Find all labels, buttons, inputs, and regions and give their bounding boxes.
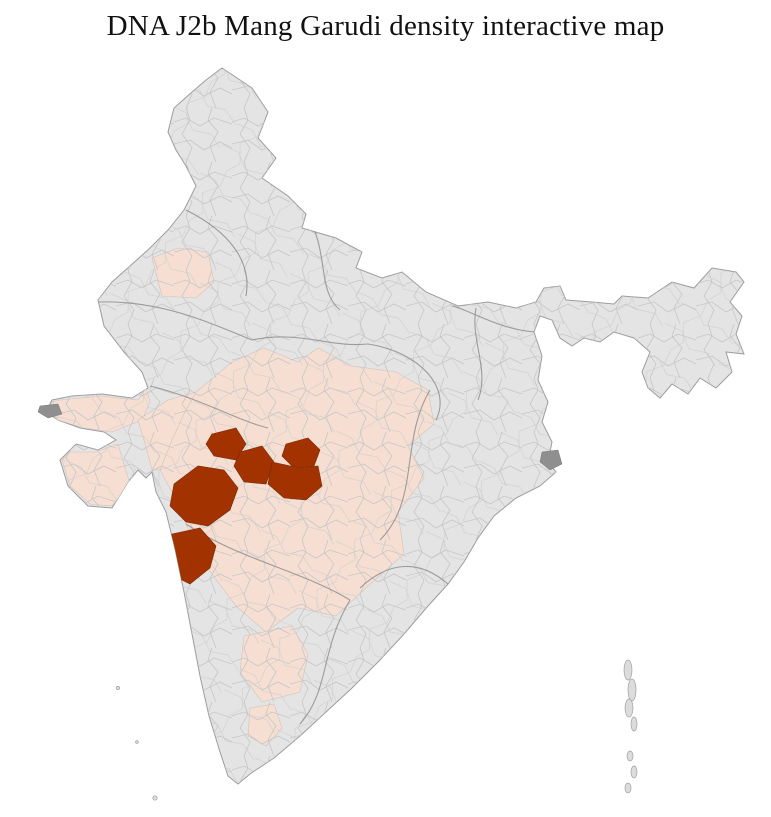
- island[interactable]: [135, 740, 139, 744]
- dark-gray-district[interactable]: [539, 449, 563, 471]
- island[interactable]: [630, 765, 638, 779]
- island[interactable]: [623, 659, 633, 681]
- island[interactable]: [624, 782, 632, 794]
- high-density-district[interactable]: [281, 437, 321, 469]
- high-density-district[interactable]: [169, 465, 239, 527]
- state-boundaries: [97, 209, 537, 725]
- island[interactable]: [630, 716, 638, 732]
- island[interactable]: [627, 678, 637, 702]
- island[interactable]: [116, 686, 120, 690]
- high-density-regions[interactable]: [159, 427, 323, 585]
- district-boundaries: [46, 68, 744, 784]
- page-title: DNA J2b Mang Garudi density interactive …: [106, 10, 665, 42]
- island[interactable]: [624, 698, 634, 718]
- high-density-district[interactable]: [233, 445, 275, 485]
- dark-gray-district[interactable]: [37, 403, 63, 419]
- island[interactable]: [626, 750, 634, 762]
- andaman-nicobar-islands[interactable]: [623, 659, 638, 794]
- island[interactable]: [152, 795, 158, 801]
- dark-gray-districts[interactable]: [37, 403, 563, 471]
- lakshadweep-islands[interactable]: [116, 686, 158, 801]
- high-density-district[interactable]: [205, 427, 247, 461]
- high-density-district[interactable]: [267, 461, 323, 501]
